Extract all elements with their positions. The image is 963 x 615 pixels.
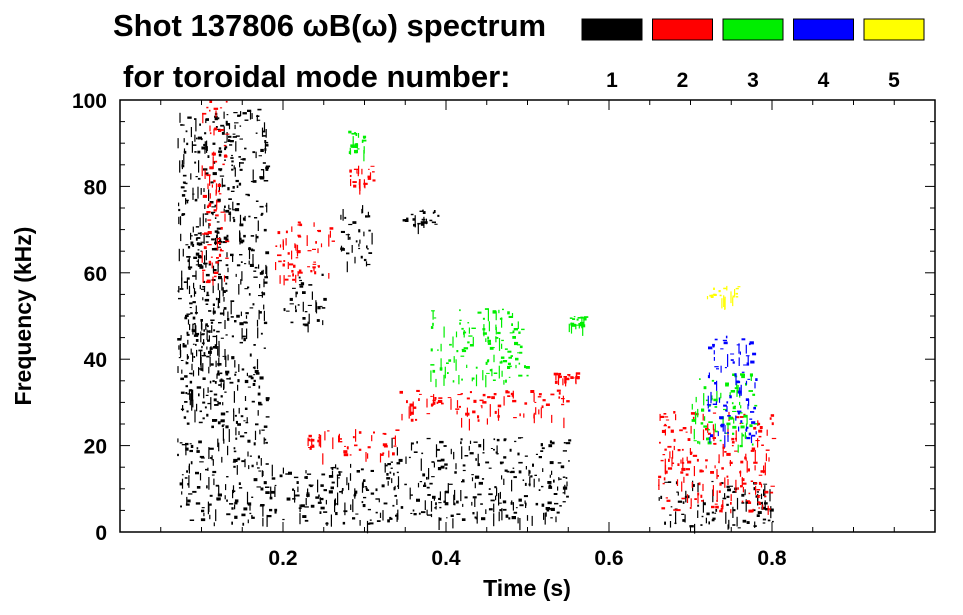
legend-mode-5: 5 xyxy=(888,69,900,92)
data-layer xyxy=(177,100,777,534)
legend-swatch-3 xyxy=(722,18,784,41)
legend-mode-4: 4 xyxy=(818,69,830,92)
chart-title-line-1: Shot 137806 ωB(ω) spectrum xyxy=(113,8,546,43)
x-tick-label: 0.8 xyxy=(757,547,787,570)
mode-1-region-n1-early-burst xyxy=(185,230,229,411)
legend-swatch-2 xyxy=(652,18,713,41)
plot-frame xyxy=(119,99,936,533)
mode-3-region-n3-line-0.56 xyxy=(568,316,589,336)
legend-swatch-5 xyxy=(863,18,925,41)
mode-1-region-n1-late xyxy=(658,480,774,534)
y-tick-label: 80 xyxy=(84,176,107,199)
mode-1-region-n1-line-73kHz xyxy=(402,209,440,235)
legend-mode-2: 2 xyxy=(677,69,689,92)
mode-2-region-n2-early xyxy=(201,100,230,286)
y-tick-label: 40 xyxy=(84,349,107,372)
mode-3-region-n3-descend-0.38-0.5 xyxy=(430,308,530,388)
legend-mode-1: 1 xyxy=(606,69,618,92)
y-tick-label: 20 xyxy=(84,436,107,459)
mode-2-region-n2-line-0.28-0.31 xyxy=(349,165,376,195)
mode-1-region-n1-mid-0.2-0.25 xyxy=(283,273,327,333)
x-tick-label: 0.4 xyxy=(431,547,461,570)
mode-2-region-n2-sweep-0.23-0.34 xyxy=(307,429,400,465)
mode-3-region-n3-early xyxy=(348,130,367,162)
axis-ticks: 0.2 0.4 0.6 0.8 0 20 40 60 80 100 xyxy=(72,90,935,570)
legend-swatch-4 xyxy=(793,18,854,41)
mode-5-region-n5-late xyxy=(706,285,741,310)
mode-2-region-n2-line-36kHz xyxy=(553,372,581,387)
x-tick-label: 0.2 xyxy=(268,547,297,570)
x-tick-label: 0.6 xyxy=(594,547,623,570)
mode-4-region-n4-late xyxy=(706,335,758,448)
y-tick-label: 0 xyxy=(95,522,107,545)
y-tick-label: 100 xyxy=(72,90,107,113)
legend-swatch-1 xyxy=(581,18,643,41)
mode-1-region-n1-low-0.33-0.55 xyxy=(389,437,572,531)
y-tick-label: 60 xyxy=(84,263,107,286)
mode-1-region-n1-early-spikes xyxy=(177,108,271,527)
legend-mode-3: 3 xyxy=(747,69,759,92)
mode-1-region-n1-blob-0.28 xyxy=(340,205,373,273)
mode-2-region-n2-chirp-0.19-0.26 xyxy=(275,221,335,286)
mode-2-region-n2-late xyxy=(658,411,777,515)
mode-1-region-n1-low-0.2-0.33 xyxy=(267,463,391,534)
chart-title-line-2: for toroidal mode number: xyxy=(123,59,511,94)
x-axis-label: Time (s) xyxy=(483,575,571,601)
legend: 1 2 3 4 5 xyxy=(581,18,925,92)
mode-2-region-n2-descend-0.34-0.55 xyxy=(399,389,570,431)
y-axis-label: Frequency (kHz) xyxy=(10,227,36,406)
